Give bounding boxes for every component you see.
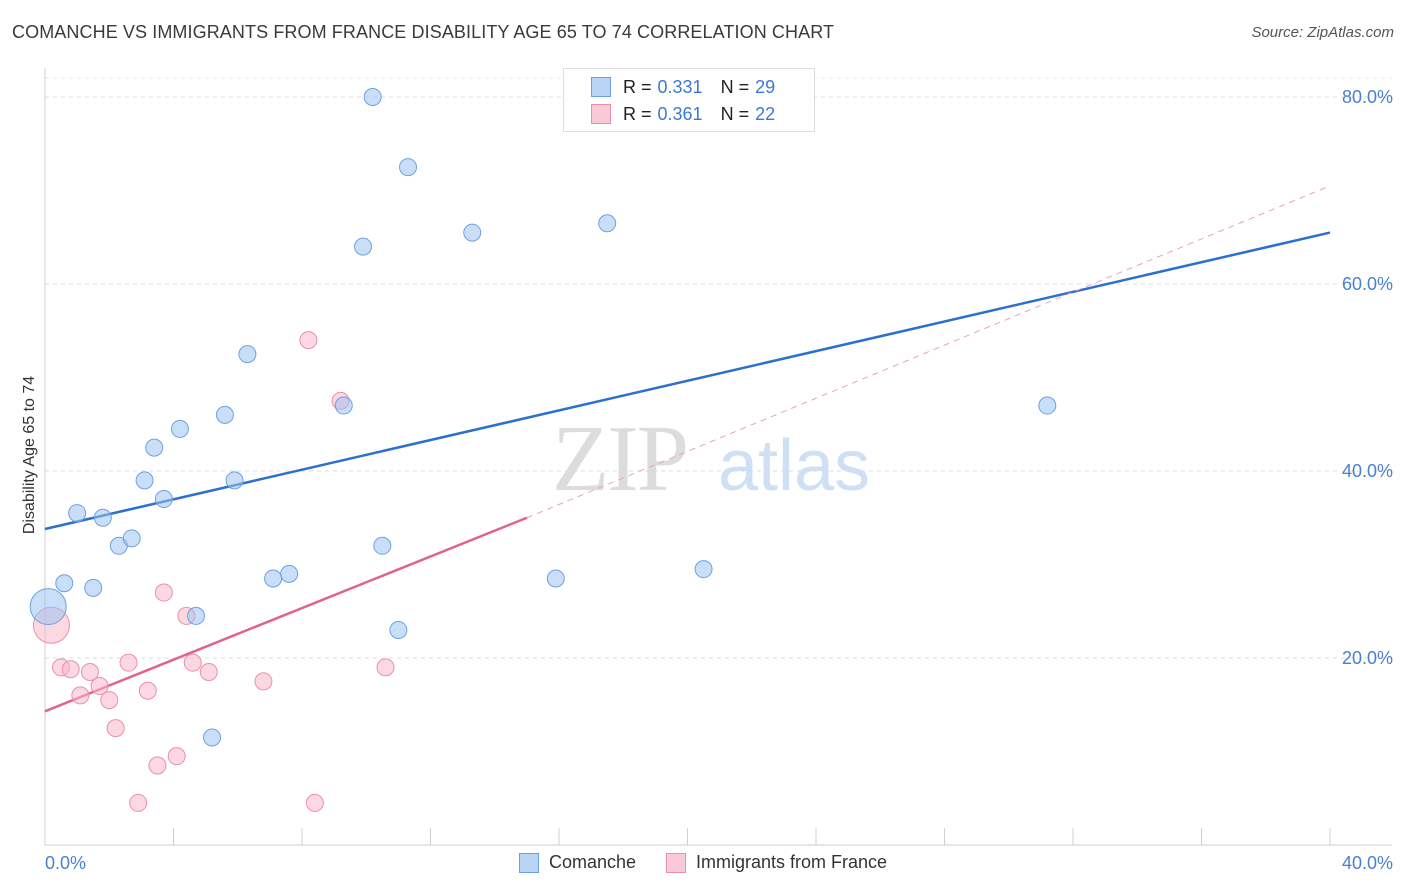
- x-tick-label: 0.0%: [45, 853, 86, 873]
- axes: [44, 68, 1392, 846]
- data-point-comanche: [463, 223, 482, 242]
- comanche-swatch: [591, 77, 611, 97]
- comanche-n-value: 29: [755, 76, 776, 97]
- y-tick-label: 20.0%: [1342, 648, 1393, 668]
- data-point-comanche: [598, 214, 617, 233]
- data-point-comanche: [135, 471, 154, 490]
- france-swatch: [591, 104, 611, 124]
- watermark-atlas: atlas: [718, 426, 870, 506]
- data-point-france: [167, 747, 186, 766]
- y-tick-label: 80.0%: [1342, 87, 1393, 107]
- data-point-france: [154, 583, 173, 602]
- legend-item-france[interactable]: Immigrants from France: [666, 852, 887, 873]
- data-point-france: [254, 672, 273, 691]
- data-point-france: [100, 691, 119, 710]
- data-point-comanche: [373, 536, 392, 555]
- data-point-comanche: [122, 529, 141, 548]
- data-point-france: [80, 663, 99, 682]
- x-tick-label: 40.0%: [1342, 853, 1393, 873]
- trend-line-0: [44, 231, 1331, 531]
- data-point-comanche: [55, 574, 74, 593]
- data-point-france: [119, 653, 138, 672]
- data-point-comanche: [363, 88, 382, 106]
- data-point-comanche: [354, 237, 373, 256]
- trend-line-extension-1: [526, 185, 1331, 519]
- data-point-comanche: [334, 396, 353, 415]
- data-point-comanche: [694, 560, 713, 579]
- data-point-comanche: [145, 438, 164, 457]
- stats-row-france: R = 0.361 N = 22: [564, 101, 775, 127]
- chart-title: COMANCHE VS IMMIGRANTS FROM FRANCE DISAB…: [12, 22, 835, 42]
- watermark-zip: ZIP: [552, 407, 687, 511]
- data-point-france: [71, 686, 90, 705]
- data-point-france: [183, 653, 202, 672]
- data-point-france: [305, 793, 324, 812]
- data-point-comanche: [280, 564, 299, 583]
- france-r-label: R =: [623, 103, 652, 124]
- tick-labels: 20.0% 40.0% 60.0% 80.0% 0.0% 40.0%: [45, 87, 1393, 873]
- data-point-comanche: [203, 728, 222, 747]
- legend-item-comanche[interactable]: Comanche: [518, 852, 636, 873]
- comanche-r-value: 0.331: [657, 76, 703, 97]
- trend-lines: [44, 185, 1331, 713]
- data-point-comanche: [546, 569, 565, 588]
- data-point-france: [138, 681, 157, 700]
- legend-swatch-comanche: [518, 852, 539, 873]
- data-point-comanche: [1038, 396, 1057, 415]
- data-point-comanche: [186, 606, 205, 625]
- france-r-value: 0.361: [657, 103, 703, 124]
- y-tick-label: 60.0%: [1342, 274, 1393, 294]
- comanche-n-label: N =: [720, 76, 750, 97]
- data-point-comanche: [399, 158, 418, 177]
- gridlines: [45, 77, 1392, 659]
- data-point-comanche: [225, 471, 244, 490]
- data-point-comanche: [93, 508, 112, 527]
- data-point-comanche: [264, 569, 283, 588]
- data-point-comanche: [238, 345, 257, 364]
- stats-legend: R = 0.331 N = 29 R = 0.361 N = 22: [563, 68, 815, 132]
- stats-row-comanche: R = 0.331 N = 29: [564, 74, 775, 100]
- data-point-comanche: [68, 504, 87, 523]
- data-point-france: [106, 719, 125, 738]
- data-point-france: [299, 331, 318, 350]
- france-n-label: N =: [720, 103, 750, 124]
- data-point-france: [129, 793, 148, 812]
- comanche-r-label: R =: [623, 76, 652, 97]
- bottom-legend: Comanche Immigrants from France: [0, 852, 1406, 873]
- data-point-comanche: [154, 490, 173, 509]
- legend-label-comanche: Comanche: [548, 852, 636, 872]
- data-point-france: [90, 677, 109, 696]
- legend-label-france: Immigrants from France: [696, 852, 888, 872]
- data-point-france: [199, 663, 218, 682]
- data-point-comanche: [29, 588, 67, 626]
- france-n-value: 22: [755, 103, 776, 124]
- data-point-comanche: [389, 620, 408, 639]
- trend-line-1: [44, 516, 528, 713]
- y-tick-label: 40.0%: [1342, 461, 1393, 481]
- data-point-comanche: [170, 419, 189, 438]
- data-point-france: [61, 660, 80, 679]
- data-points: [29, 88, 1057, 812]
- legend-swatch-france: [666, 852, 686, 873]
- data-point-france: [376, 658, 395, 677]
- chart-source: Source: ZipAtlas.com: [1251, 24, 1394, 41]
- data-point-comanche: [215, 405, 234, 424]
- data-point-comanche: [84, 578, 103, 597]
- data-point-france: [148, 756, 167, 775]
